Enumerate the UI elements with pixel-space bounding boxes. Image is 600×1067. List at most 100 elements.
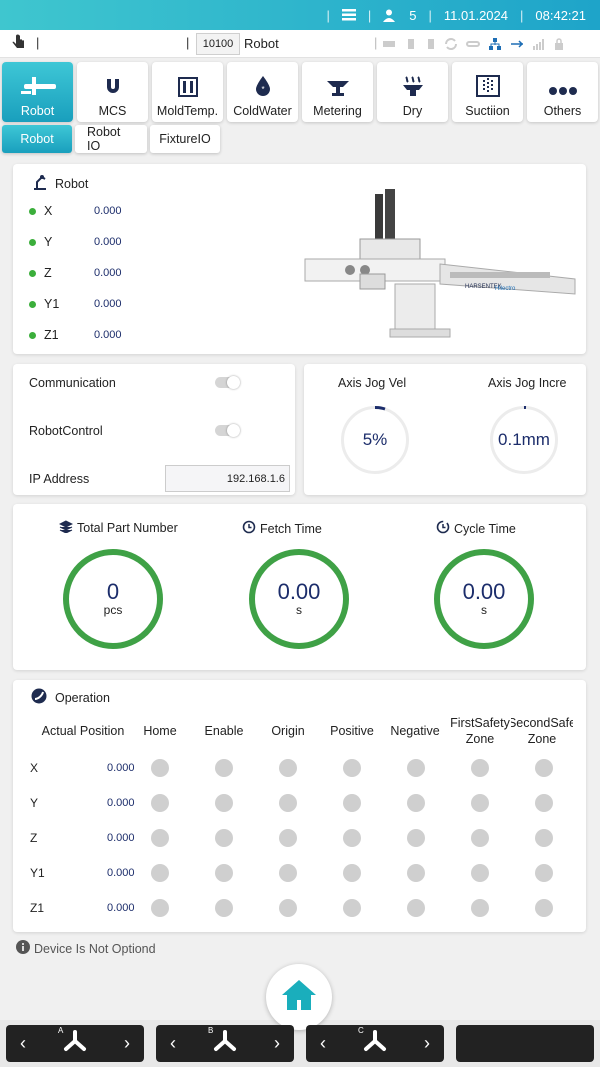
header-enable: Enable — [204, 724, 244, 738]
chevron-left-icon[interactable]: ‹ — [320, 1033, 326, 1053]
tab-label: Suctiion — [465, 104, 510, 118]
status-dot — [29, 300, 36, 308]
tab-label: ColdWater — [233, 104, 292, 118]
chevron-right-icon[interactable]: › — [424, 1033, 430, 1053]
tab-robot[interactable]: Robot — [2, 62, 73, 122]
header-positive: Positive — [330, 724, 374, 738]
communication-toggle[interactable] — [215, 376, 240, 389]
tab-metering[interactable]: Metering — [302, 62, 373, 122]
device-note-text: Device Is Not Optiond — [34, 941, 156, 956]
metrics-card: Total Part Number 0 pcs Fetch Time 0.00 … — [13, 504, 586, 670]
op-row-value: 0.000 — [107, 832, 135, 844]
usb-icon — [510, 38, 524, 53]
communication-card: Communication RobotControl IP Address 19… — [13, 364, 295, 495]
chevron-right-icon[interactable]: › — [274, 1033, 280, 1053]
axis-value: 0.000 — [94, 205, 122, 217]
chevron-right-icon[interactable]: › — [124, 1033, 130, 1053]
status-indicator-5 — [407, 794, 425, 812]
status-indicator-1 — [151, 794, 169, 812]
sub-toolbar: | | 10100 Robot | — [0, 30, 600, 58]
axis-row-z1: Z1 0.000 — [29, 328, 169, 342]
home-button[interactable] — [266, 964, 332, 1030]
cycle-time-title: Cycle Time — [436, 520, 516, 537]
metric-title-text: Total Part Number — [77, 521, 178, 535]
axis-value: 0.000 — [94, 236, 122, 248]
clock-icon — [242, 520, 256, 537]
robot-c-icon: C — [358, 1026, 388, 1057]
robot-a-icon: A — [58, 1026, 88, 1057]
axis-name: Y1 — [44, 297, 60, 311]
lock-icon — [554, 38, 564, 53]
status-indicator-5 — [407, 899, 425, 917]
axis-row-y1: Y1 0.000 — [29, 297, 169, 311]
status-time: 08:42:21 — [535, 7, 586, 23]
robotcontrol-toggle[interactable] — [215, 424, 240, 437]
op-row-value: 0.000 — [107, 867, 135, 879]
page-title: Robot — [244, 36, 279, 51]
op-row-name: X — [30, 761, 39, 775]
robot-letter-a: A — [58, 1026, 64, 1035]
status-indicator-3 — [279, 759, 297, 777]
status-indicator-4 — [343, 794, 361, 812]
subtab-robot[interactable]: Robot — [2, 125, 72, 153]
axis-value: 0.000 — [94, 329, 122, 341]
jog-vel-value: 5% — [362, 430, 388, 449]
status-indicator-3 — [279, 829, 297, 847]
user-icon[interactable] — [383, 9, 396, 22]
tab-suction[interactable]: Suctiion — [452, 62, 523, 122]
operation-title: Operation — [55, 690, 110, 705]
total-part-ring: 0 pcs — [63, 549, 163, 649]
robot-machine-image: HARSENTEK Hilectro — [304, 189, 576, 338]
status-indicator-1 — [151, 899, 169, 917]
cycle-clock-icon — [436, 520, 450, 537]
status-dot — [29, 207, 36, 215]
robot-c-selector[interactable]: ‹ C › — [306, 1025, 444, 1062]
status-indicator-7 — [535, 864, 553, 882]
connect-icon — [382, 38, 396, 53]
fetch-time-title: Fetch Time — [242, 520, 322, 537]
axis-row-x: X 0.000 — [29, 204, 169, 218]
status-indicator-2 — [215, 759, 233, 777]
image-brand-logo: Hilectro — [495, 286, 516, 292]
status-indicator-7 — [535, 794, 553, 812]
mold-code-field[interactable]: 10100 — [196, 33, 240, 55]
axis-row-z: Z 0.000 — [29, 266, 169, 280]
status-indicator-7 — [535, 759, 553, 777]
tab-others[interactable]: Others — [527, 62, 598, 122]
status-indicator-2 — [215, 864, 233, 882]
status-indicator-2 — [215, 829, 233, 847]
tab-dry[interactable]: Dry — [377, 62, 448, 122]
more-icon — [548, 85, 578, 104]
jog-incre-dial[interactable]: 0.1mm — [490, 406, 558, 474]
op-row-name: Z — [30, 831, 38, 845]
jog-incre-value: 0.1mm — [498, 430, 550, 449]
axis-name: Y — [44, 235, 53, 249]
menu-icon[interactable] — [341, 9, 356, 21]
fetch-time-ring: 0.00 s — [249, 549, 349, 649]
communication-label: Communication — [29, 376, 116, 390]
axis-name: Z1 — [44, 328, 59, 342]
tab-coldwater[interactable]: * ColdWater — [227, 62, 298, 122]
chevron-left-icon[interactable]: ‹ — [20, 1033, 26, 1053]
tab-label: Metering — [313, 104, 362, 118]
network-icon — [489, 38, 501, 53]
subtab-fixture-io[interactable]: FixtureIO — [150, 125, 220, 153]
robot-b-selector[interactable]: ‹ B › — [156, 1025, 294, 1062]
fetch-time-unit: s — [296, 603, 302, 617]
jog-incre-label: Axis Jog Incre — [488, 376, 567, 390]
subtab-robot-io[interactable]: Robot IO — [75, 125, 147, 153]
chevron-left-icon[interactable]: ‹ — [170, 1033, 176, 1053]
tab-moldtemp[interactable]: MoldTemp. — [152, 62, 223, 122]
empty-bottom-slot[interactable] — [456, 1025, 594, 1062]
robot-a-selector[interactable]: ‹ A › — [6, 1025, 144, 1062]
hand-icon[interactable] — [12, 34, 26, 55]
total-part-value: 0 — [106, 579, 120, 604]
ip-address-field[interactable]: 192.168.1.6 — [165, 465, 290, 492]
header-origin: Origin — [271, 724, 305, 738]
status-indicator-6 — [471, 829, 489, 847]
tab-label: MoldTemp. — [156, 104, 219, 118]
jog-vel-dial[interactable]: 5% — [341, 406, 409, 474]
ip-address-label: IP Address — [29, 472, 90, 486]
tab-mcs[interactable]: MCS — [77, 62, 148, 122]
jog-card: Axis Jog Vel 5% Axis Jog Incre 0.1mm — [304, 364, 586, 495]
